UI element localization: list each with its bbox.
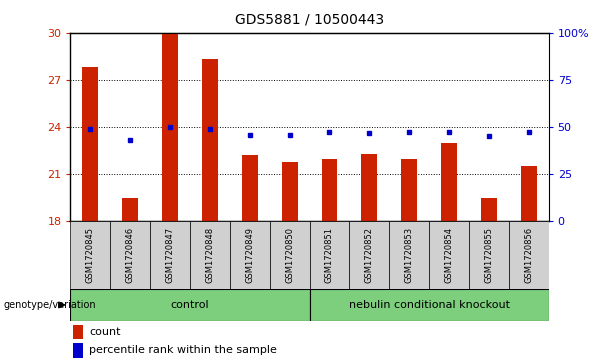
Bar	[110, 221, 150, 289]
Text: GSM1720853: GSM1720853	[405, 227, 414, 283]
Bar	[74, 325, 83, 339]
Bar	[469, 221, 509, 289]
Text: count: count	[89, 327, 121, 337]
Text: genotype/variation: genotype/variation	[3, 300, 96, 310]
Bar	[282, 162, 298, 221]
Text: GSM1720850: GSM1720850	[285, 227, 294, 283]
Bar	[150, 221, 190, 289]
Text: nebulin conditional knockout: nebulin conditional knockout	[349, 300, 509, 310]
Text: GSM1720852: GSM1720852	[365, 227, 374, 283]
Bar	[322, 159, 337, 221]
Bar	[202, 60, 218, 221]
Text: GSM1720849: GSM1720849	[245, 227, 254, 283]
Text: GSM1720845: GSM1720845	[86, 227, 95, 283]
Bar	[441, 143, 457, 221]
Text: GSM1720855: GSM1720855	[484, 227, 493, 283]
Text: GSM1720846: GSM1720846	[126, 227, 135, 283]
Bar	[162, 34, 178, 221]
Bar	[481, 198, 497, 221]
Text: control: control	[170, 300, 210, 310]
Text: GSM1720854: GSM1720854	[444, 227, 454, 283]
Bar	[349, 221, 389, 289]
Bar	[242, 155, 258, 221]
Bar	[190, 221, 230, 289]
Bar	[402, 159, 417, 221]
Bar	[70, 221, 110, 289]
Bar	[123, 198, 139, 221]
Text: percentile rank within the sample: percentile rank within the sample	[89, 345, 277, 355]
Bar	[362, 154, 377, 221]
Bar	[509, 221, 549, 289]
Bar	[70, 289, 310, 321]
Bar	[429, 221, 469, 289]
Text: GSM1720851: GSM1720851	[325, 227, 334, 283]
Bar	[310, 289, 549, 321]
Bar	[270, 221, 310, 289]
Bar	[389, 221, 429, 289]
Bar	[521, 166, 537, 221]
Text: GSM1720856: GSM1720856	[524, 227, 533, 283]
Text: GSM1720848: GSM1720848	[205, 227, 215, 283]
Bar	[230, 221, 270, 289]
Bar	[83, 67, 99, 221]
Bar	[310, 221, 349, 289]
Text: GDS5881 / 10500443: GDS5881 / 10500443	[235, 13, 384, 27]
Text: GSM1720847: GSM1720847	[166, 227, 175, 283]
Bar	[74, 343, 83, 358]
